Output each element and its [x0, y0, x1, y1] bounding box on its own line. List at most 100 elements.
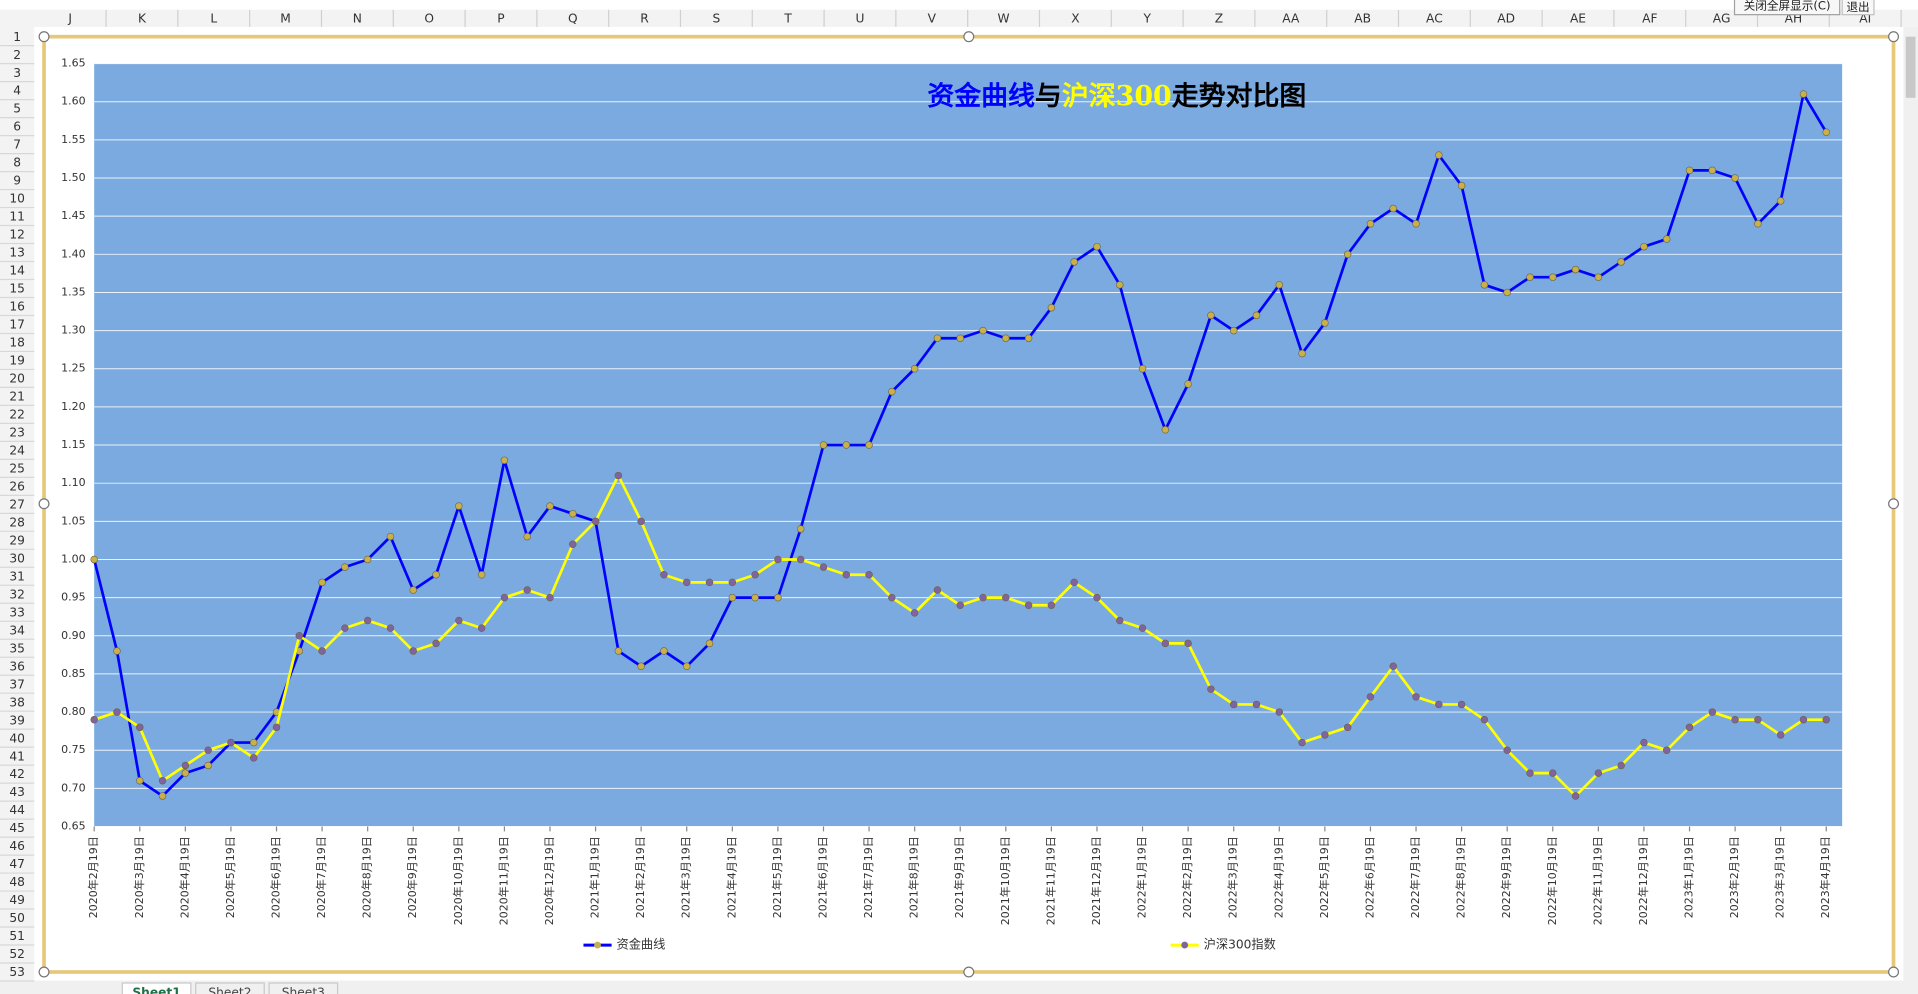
row-header[interactable]: 15	[9, 282, 25, 296]
row-header[interactable]: 22	[9, 408, 25, 422]
row-header[interactable]: 10	[9, 192, 25, 206]
column-header[interactable]: AC	[1426, 11, 1443, 25]
column-header[interactable]: O	[424, 11, 434, 25]
column-header[interactable]: AF	[1642, 11, 1657, 25]
row-header[interactable]: 26	[9, 479, 25, 493]
row-header[interactable]: 3	[13, 66, 21, 80]
row-header[interactable]: 45	[9, 821, 25, 835]
column-header[interactable]: AE	[1570, 11, 1586, 25]
button-label[interactable]: 退出	[1846, 0, 1869, 14]
resize-handle[interactable]	[1888, 31, 1900, 43]
column-header[interactable]: M	[280, 11, 291, 25]
column-header[interactable]: K	[138, 11, 147, 25]
row-header[interactable]: 8	[13, 156, 21, 170]
column-header[interactable]: Q	[568, 11, 578, 25]
column-header[interactable]: N	[353, 11, 362, 25]
column-header[interactable]: P	[497, 11, 504, 25]
row-header[interactable]: 14	[9, 264, 25, 278]
column-header[interactable]: Y	[1142, 11, 1151, 25]
row-header[interactable]: 27	[9, 497, 25, 511]
row-header[interactable]: 21	[9, 390, 25, 404]
row-header[interactable]: 23	[9, 426, 25, 440]
row-header[interactable]: 39	[9, 713, 25, 727]
row-header[interactable]: 5	[13, 102, 21, 116]
resize-handle[interactable]	[1888, 966, 1900, 978]
resize-handle[interactable]	[1888, 498, 1900, 510]
row-header[interactable]: 46	[9, 839, 25, 853]
column-header[interactable]: T	[783, 11, 792, 25]
row-header[interactable]: 51	[9, 929, 25, 943]
resize-handle[interactable]	[38, 498, 50, 510]
row-header[interactable]: 20	[9, 372, 25, 386]
scroll-thumb[interactable]	[1905, 36, 1916, 98]
row-header[interactable]: 33	[9, 605, 25, 619]
row-header[interactable]: 49	[9, 893, 25, 907]
column-header[interactable]: S	[712, 11, 720, 25]
row-header[interactable]: 28	[9, 515, 25, 529]
column-header[interactable]: L	[210, 11, 217, 25]
row-header[interactable]: 2	[13, 48, 21, 62]
row-header[interactable]: 31	[9, 569, 25, 583]
row-header[interactable]: 48	[9, 875, 25, 889]
vertical-scrollbar[interactable]	[1903, 26, 1918, 981]
row-header[interactable]: 13	[9, 246, 25, 260]
row-header[interactable]: 47	[9, 857, 25, 871]
sheet-tab-label[interactable]: Sheet2	[208, 985, 251, 994]
sheet-tab[interactable]	[268, 982, 339, 994]
row-header[interactable]: 38	[9, 695, 25, 709]
row-header[interactable]: 53	[9, 965, 25, 979]
row-header[interactable]: 11	[9, 210, 25, 224]
button-label[interactable]: 关闭全屏显示(C)	[1744, 0, 1831, 13]
sheet-tab[interactable]	[195, 982, 265, 994]
row-header[interactable]: 29	[9, 533, 25, 547]
row-header[interactable]: 7	[13, 138, 21, 152]
resize-handle[interactable]	[38, 31, 50, 43]
row-header[interactable]: 36	[9, 659, 25, 673]
row-header[interactable]: 42	[9, 767, 25, 781]
sheet-tab-label[interactable]: Sheet3	[282, 985, 325, 994]
row-header[interactable]: 17	[9, 318, 25, 332]
row-header[interactable]: 1	[13, 30, 21, 44]
row-header[interactable]: 12	[9, 228, 25, 242]
column-header[interactable]: R	[640, 11, 649, 25]
row-header[interactable]: 40	[9, 731, 25, 745]
row-header[interactable]: 52	[9, 947, 25, 961]
column-header[interactable]: Z	[1215, 11, 1223, 25]
row-header[interactable]: 44	[9, 803, 25, 817]
row-header[interactable]: 32	[9, 587, 25, 601]
column-header[interactable]: U	[856, 11, 865, 25]
column-header[interactable]: X	[1071, 11, 1079, 25]
row-header[interactable]: 41	[9, 749, 25, 763]
sheet-tab-label[interactable]: Sheet1	[132, 985, 180, 994]
row-header[interactable]: 18	[9, 336, 25, 350]
column-header[interactable]: AD	[1497, 11, 1515, 25]
row-header[interactable]: 35	[9, 641, 25, 655]
column-header[interactable]: AI	[1859, 11, 1871, 25]
column-header[interactable]: W	[998, 11, 1010, 25]
row-header[interactable]: 50	[9, 911, 25, 925]
button[interactable]	[1733, 0, 1841, 16]
row-header[interactable]: 19	[9, 354, 25, 368]
row-header[interactable]: 43	[9, 785, 25, 799]
data-point	[683, 578, 691, 587]
resize-handle[interactable]	[38, 966, 50, 978]
button[interactable]	[1841, 0, 1875, 16]
sheet-tab[interactable]	[121, 982, 192, 994]
row-header[interactable]: 24	[9, 443, 25, 457]
resize-handle[interactable]	[963, 31, 975, 43]
row-header[interactable]: 6	[13, 120, 21, 134]
row-header[interactable]: 25	[9, 461, 25, 475]
row-header[interactable]: 34	[9, 623, 25, 637]
column-header[interactable]: AG	[1713, 11, 1731, 25]
row-header[interactable]: 9	[13, 174, 21, 188]
data-point	[455, 616, 463, 625]
row-header[interactable]: 16	[9, 300, 25, 314]
column-header[interactable]: AA	[1282, 11, 1300, 25]
column-header[interactable]: V	[928, 11, 937, 25]
row-header[interactable]: 30	[9, 551, 25, 565]
column-header[interactable]: AB	[1354, 11, 1371, 25]
column-header[interactable]: J	[67, 11, 72, 25]
row-header[interactable]: 4	[13, 84, 21, 98]
row-header[interactable]: 37	[9, 677, 25, 691]
resize-handle[interactable]	[963, 966, 975, 978]
